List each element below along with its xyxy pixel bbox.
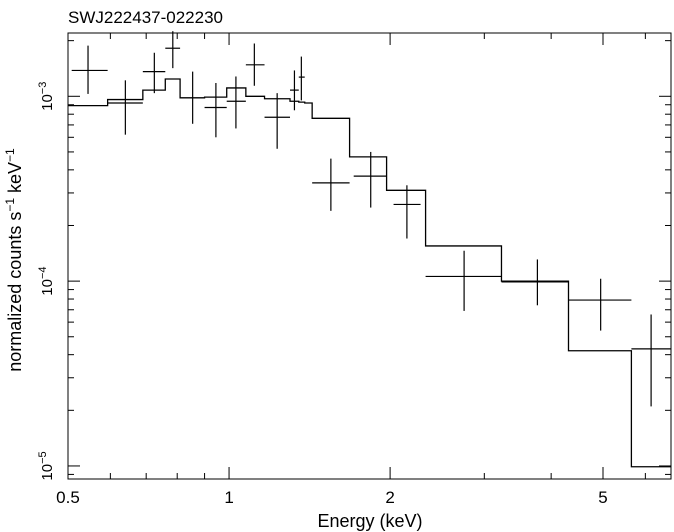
x-tick-label: 1 — [224, 488, 233, 507]
data-cross — [107, 80, 143, 135]
model-path — [68, 78, 671, 468]
plot-frame — [67, 32, 672, 480]
data-cross — [165, 31, 181, 69]
data-cross — [204, 83, 227, 138]
x-axis-label: Energy (keV) — [317, 511, 422, 531]
data-cross — [264, 93, 291, 149]
x-tick-label: 0.5 — [56, 488, 80, 507]
data-cross — [312, 158, 350, 211]
data-cross — [425, 250, 502, 311]
data-cross — [290, 70, 299, 111]
data-cross — [501, 259, 569, 306]
y-axis-ticks: 10−5 10−4 10−3 — [37, 40, 671, 481]
data-cross — [568, 278, 632, 331]
y-tick-label: 10−5 — [37, 451, 56, 480]
data-cross — [180, 71, 205, 124]
data-points — [71, 31, 671, 407]
data-cross — [298, 56, 305, 101]
y-tick-label: 10−4 — [37, 267, 56, 296]
x-tick-label: 5 — [598, 488, 607, 507]
data-cross — [393, 185, 421, 239]
data-cross — [631, 314, 671, 407]
data-cross — [353, 151, 387, 208]
x-tick-label: 2 — [385, 488, 394, 507]
model-step-line — [68, 78, 671, 468]
data-cross — [71, 45, 108, 94]
y-tick-label: 10−3 — [37, 82, 56, 111]
x-axis-ticks: 0.5 1 2 5 — [56, 33, 646, 507]
data-cross — [226, 76, 246, 129]
y-axis-label: normalized counts s−1 keV−1 — [3, 148, 25, 372]
data-cross — [245, 43, 265, 86]
chart-title: SWJ222437-022230 — [68, 8, 223, 27]
data-cross — [142, 52, 166, 94]
